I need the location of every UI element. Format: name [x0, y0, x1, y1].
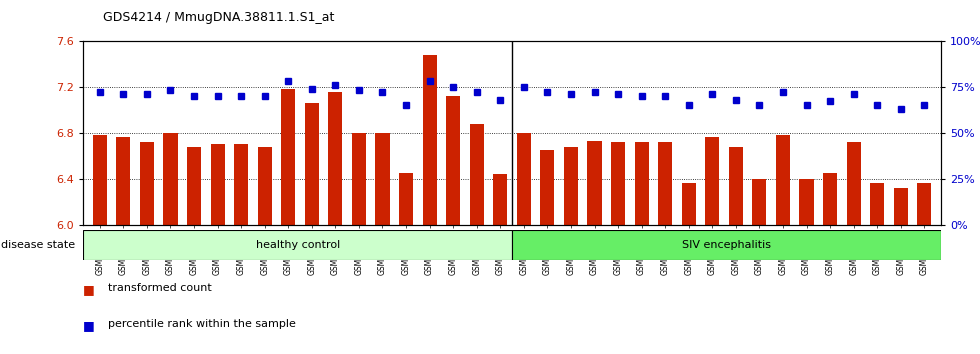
Bar — [564, 147, 578, 225]
Bar — [847, 142, 860, 225]
Bar — [682, 183, 696, 225]
Text: percentile rank within the sample: percentile rank within the sample — [108, 319, 296, 329]
Text: ■: ■ — [83, 319, 95, 332]
Bar — [659, 142, 672, 225]
Bar — [870, 183, 884, 225]
Bar — [422, 55, 437, 225]
Text: ■: ■ — [83, 283, 95, 296]
Bar — [894, 188, 907, 225]
Bar — [305, 103, 318, 225]
Bar — [587, 141, 602, 225]
Text: disease state: disease state — [1, 240, 75, 250]
Bar — [375, 133, 389, 225]
Text: SIV encephalitis: SIV encephalitis — [682, 240, 771, 250]
Bar — [93, 135, 107, 225]
Bar — [753, 179, 766, 225]
Bar — [776, 135, 790, 225]
Bar — [446, 96, 461, 225]
Text: GDS4214 / MmugDNA.38811.1.S1_at: GDS4214 / MmugDNA.38811.1.S1_at — [103, 11, 334, 24]
Bar — [117, 137, 130, 225]
Bar — [634, 142, 649, 225]
Bar — [83, 230, 512, 260]
Bar — [917, 183, 931, 225]
Bar — [187, 147, 201, 225]
Bar — [352, 133, 366, 225]
Bar — [328, 92, 342, 225]
Text: transformed count: transformed count — [108, 283, 212, 293]
Bar — [399, 173, 414, 225]
Bar — [258, 147, 271, 225]
Bar — [281, 89, 295, 225]
Bar — [493, 174, 508, 225]
Bar — [469, 124, 484, 225]
Bar — [234, 144, 248, 225]
Bar — [512, 230, 941, 260]
Bar — [540, 150, 555, 225]
Text: healthy control: healthy control — [256, 240, 340, 250]
Bar — [800, 179, 813, 225]
Bar — [164, 133, 177, 225]
Bar — [140, 142, 154, 225]
Bar — [729, 147, 743, 225]
Bar — [706, 137, 719, 225]
Bar — [516, 133, 531, 225]
Bar — [823, 173, 837, 225]
Bar — [611, 142, 625, 225]
Bar — [211, 144, 224, 225]
